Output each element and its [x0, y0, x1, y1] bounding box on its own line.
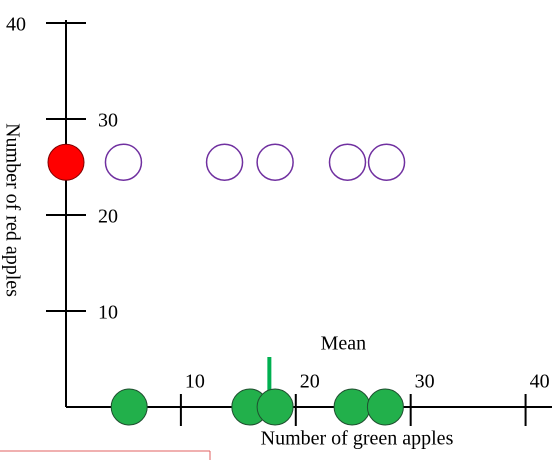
y-tick-label: 40: [6, 14, 26, 36]
point: [333, 388, 371, 426]
y-tick-label: 30: [98, 110, 118, 132]
point: [205, 143, 244, 181]
x-tick-label: 40: [530, 371, 550, 393]
x-axis-label: Number of green apples: [261, 428, 454, 450]
point: [104, 143, 143, 181]
point: [328, 143, 367, 181]
point: [110, 388, 148, 426]
y-tick-label: 10: [98, 302, 118, 324]
mean-label: Mean: [321, 333, 367, 355]
x-tick-label: 10: [185, 371, 205, 393]
x-tick-label: 20: [300, 371, 320, 393]
x-tick-label: 30: [415, 371, 435, 393]
y-axis-label: Number of red apples: [1, 123, 23, 297]
point: [366, 388, 404, 426]
point: [256, 143, 294, 181]
y-tick-label: 20: [98, 206, 118, 228]
point: [367, 143, 406, 181]
point: [256, 388, 294, 426]
point: [47, 143, 85, 181]
